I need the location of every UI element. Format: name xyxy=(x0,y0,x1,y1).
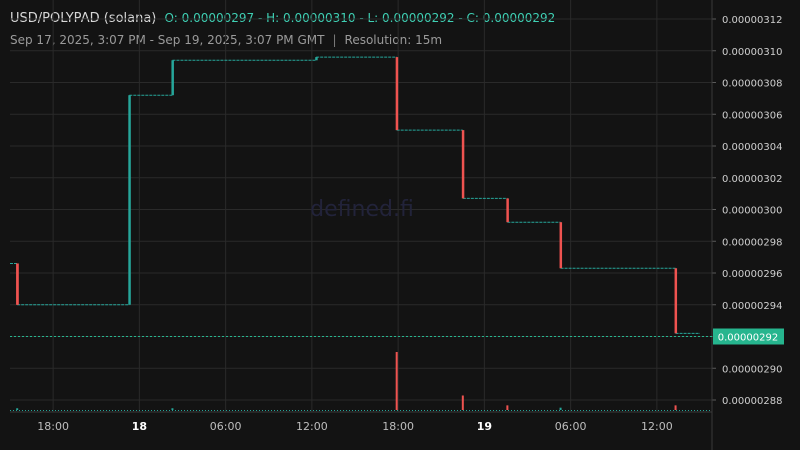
watermark: defined.fi xyxy=(310,197,414,222)
candle-down xyxy=(395,57,399,131)
x-tick-label: 06:00 xyxy=(210,420,242,433)
candle-down xyxy=(506,198,509,223)
x-axis: 18:00 18 06:00 12:00 18:00 19 06:00 12:00 xyxy=(10,411,712,433)
x-tick-label: 12:00 xyxy=(296,420,328,433)
volume-bar xyxy=(461,395,464,410)
volume-bar xyxy=(171,408,174,410)
x-tick-label: 12:00 xyxy=(641,420,673,433)
last-price-badge xyxy=(713,328,784,345)
volume-bar xyxy=(16,408,19,410)
x-tick-label: 18 xyxy=(132,420,147,433)
y-tick-label: 0.00000294 xyxy=(722,301,782,312)
last-price-marker: 0.00000292 xyxy=(10,328,784,345)
y-tick-label: 0.00000312 xyxy=(722,15,782,26)
date-range: Sep 17, 2025, 3:07 PM - Sep 19, 2025, 3:… xyxy=(10,33,325,47)
y-tick-label: 0.00000296 xyxy=(722,269,782,280)
y-tick-label: 0.00000306 xyxy=(722,110,782,121)
ohlc-readout: O: 0.00000297 - H: 0.00000310 - L: 0.000… xyxy=(164,11,556,25)
y-tick-label: 0.00000302 xyxy=(722,174,782,185)
x-tick-label: 06:00 xyxy=(555,420,587,433)
x-tick-label: 19 xyxy=(477,420,492,433)
y-tick-label: 0.00000298 xyxy=(722,237,782,248)
y-tick-label: 0.00000288 xyxy=(722,396,782,407)
y-tick-label: 0.00000308 xyxy=(722,79,782,90)
candle-down xyxy=(461,130,465,199)
x-tick-label: 18:00 xyxy=(382,420,414,433)
chart-subheader: Sep 17, 2025, 3:07 PM - Sep 19, 2025, 3:… xyxy=(10,33,442,47)
y-tick-label: 0.00000300 xyxy=(722,206,782,217)
resolution-label: Resolution: 15m xyxy=(344,33,443,47)
candle-down xyxy=(16,263,19,305)
y-tick-label: 0.00000310 xyxy=(722,47,782,58)
candle-down xyxy=(674,268,678,334)
volume-bars xyxy=(10,352,712,411)
price-series xyxy=(10,56,700,334)
volume-bar xyxy=(506,405,509,410)
grid xyxy=(10,0,712,412)
separator: | xyxy=(332,33,337,47)
last-price-label: 0.00000292 xyxy=(718,333,778,344)
y-tick-label: 0.00000304 xyxy=(722,142,782,153)
candle-up xyxy=(171,60,174,96)
y-axis: 0.00000312 0.00000310 0.00000308 0.00000306… xyxy=(711,0,782,450)
volume-bar xyxy=(674,405,677,410)
volume-bar xyxy=(559,407,562,410)
x-tick-label: 18:00 xyxy=(37,420,69,433)
y-tick-label: 0.00000290 xyxy=(722,364,782,375)
volume-bar xyxy=(395,352,398,410)
candle-up xyxy=(315,57,318,61)
candle-up xyxy=(128,95,131,305)
candle-down xyxy=(559,222,563,269)
